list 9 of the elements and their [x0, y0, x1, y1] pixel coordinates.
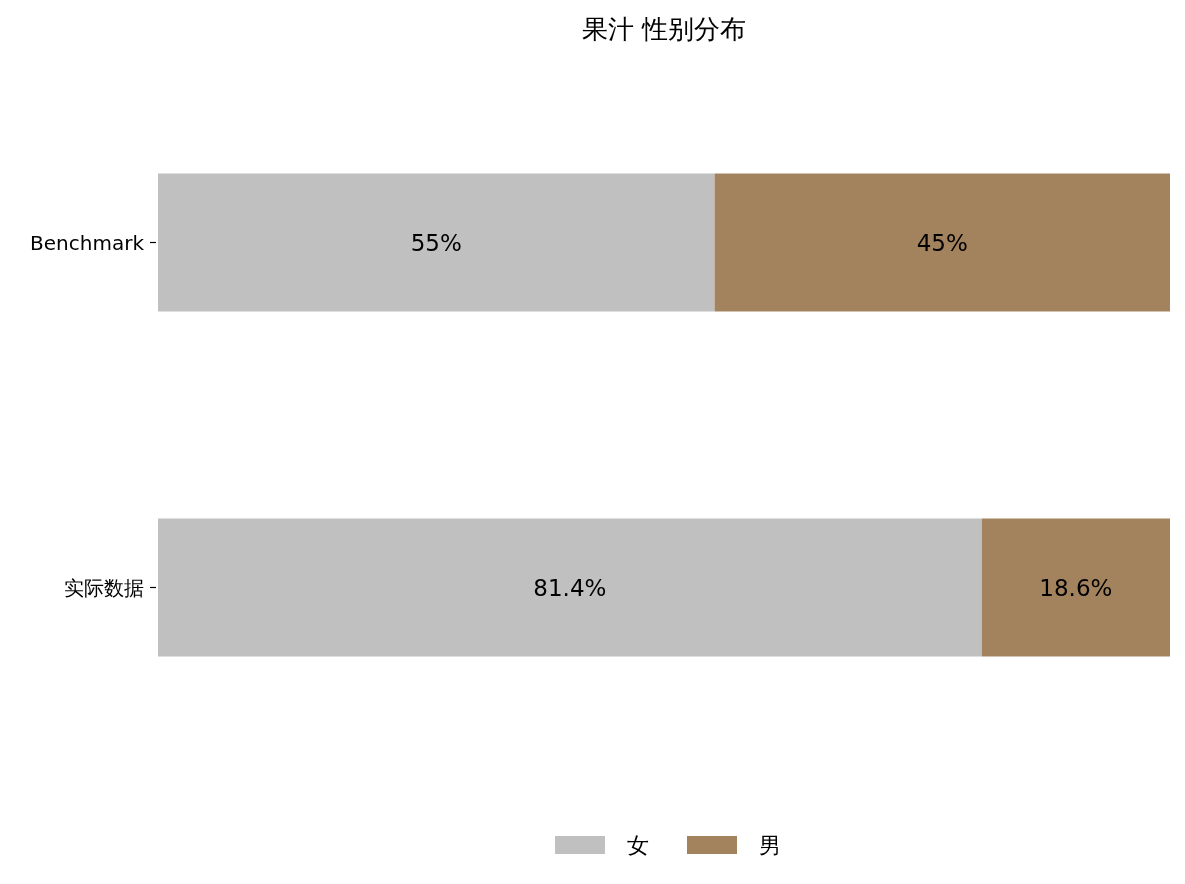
- legend-label: 女: [627, 833, 649, 858]
- y-tick-label: 实际数据: [64, 575, 144, 600]
- legend-label: 男: [759, 833, 781, 858]
- y-tick-label: Benchmark: [30, 230, 145, 255]
- data-label: 18.6%: [1039, 574, 1113, 601]
- data-label: 55%: [410, 229, 462, 256]
- data-label: 81.4%: [533, 574, 607, 601]
- title: 果汁 性别分布: [581, 14, 747, 44]
- data-label: 45%: [916, 229, 968, 256]
